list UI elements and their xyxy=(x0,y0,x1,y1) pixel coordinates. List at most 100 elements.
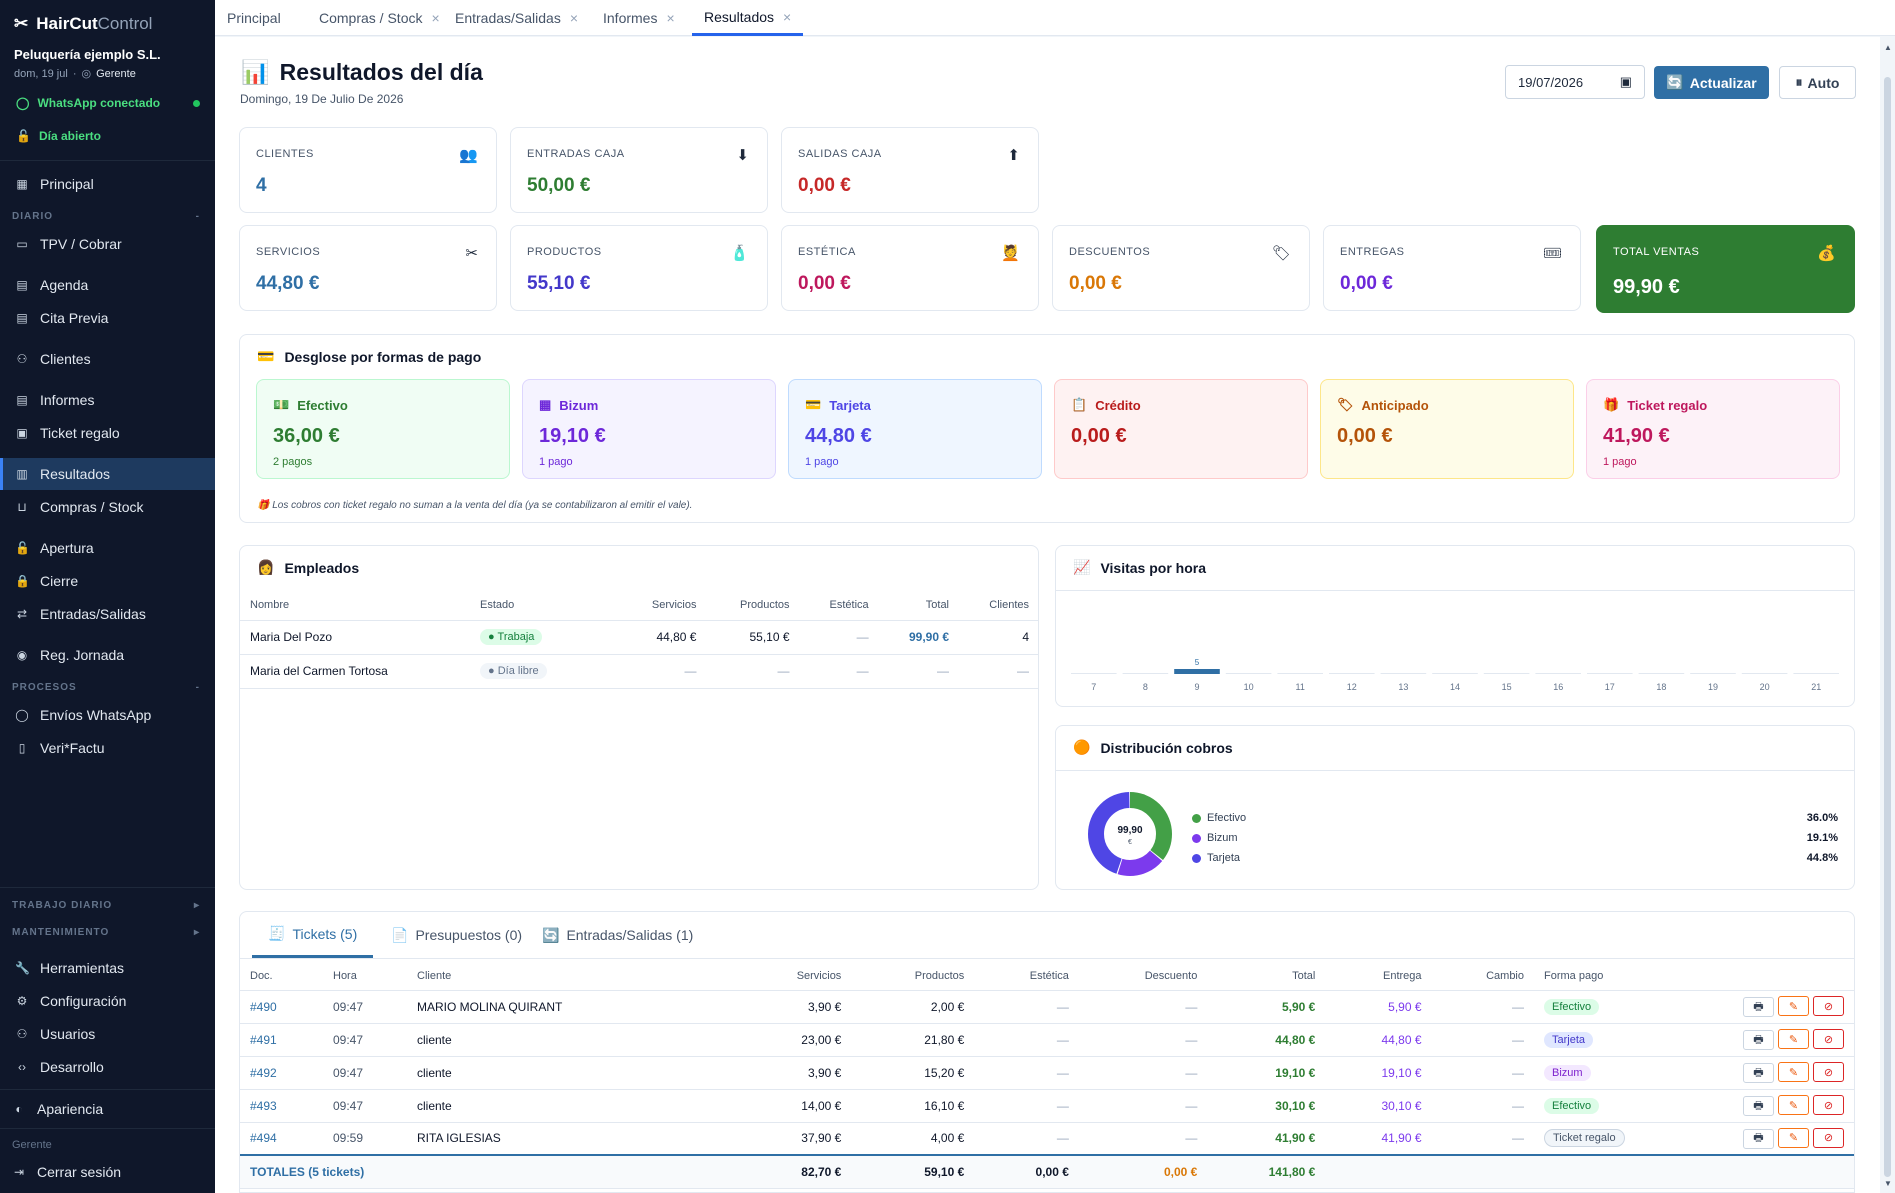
bar-8[interactable] xyxy=(1122,673,1169,674)
tab-tickets[interactable]: 🧾 Tickets (5) xyxy=(252,912,374,958)
table-row[interactable]: Maria del Carmen Tortosa ● Día libre — —… xyxy=(240,654,1039,689)
doc-link[interactable]: #492 xyxy=(240,1056,323,1090)
payment-cell: Efectivo xyxy=(1534,990,1684,1024)
tab-entradas-salidas[interactable]: Entradas/Salidas × xyxy=(443,0,590,36)
refresh-button[interactable]: 🔄 Actualizar xyxy=(1654,66,1769,99)
table-row[interactable]: #491 09:47 cliente 23,00 €21,80 € — —44,80 €4… xyxy=(240,1023,1854,1057)
table-row[interactable]: #490 09:47 MARIO MOLINA QUIRANT 3,90 €2,00 … xyxy=(240,990,1854,1024)
bar-16[interactable] xyxy=(1535,673,1581,674)
nav-cierre[interactable]: 🔒 Cierre xyxy=(0,565,215,597)
nav-configuracion[interactable]: ⚙ Configuración xyxy=(0,985,215,1017)
tab-informes[interactable]: Informes × xyxy=(591,0,687,36)
nav-principal[interactable]: ▦ Principal xyxy=(0,168,215,200)
close-icon[interactable]: × xyxy=(431,10,440,26)
calendar-icon[interactable]: ▣ xyxy=(1619,74,1632,89)
cancel-button[interactable]: ⊘ xyxy=(1813,1127,1844,1148)
print-button[interactable]: 🖶 xyxy=(1743,1128,1774,1149)
bar-12[interactable] xyxy=(1329,673,1375,674)
nav-agenda[interactable]: ▤ Agenda xyxy=(0,269,215,301)
cell: 2,00 € xyxy=(851,990,975,1024)
section-diario[interactable]: DIARIO - xyxy=(12,211,200,222)
table-row[interactable]: #494 09:59 RITA IGLESIAS 37,90 €4,00 € — —41,… xyxy=(240,1122,1854,1156)
tab-entradas-salidas-sub[interactable]: 🔄 Entradas/Salidas (1) xyxy=(542,912,693,958)
cancel-button[interactable]: ⊘ xyxy=(1813,1095,1844,1115)
doc-link[interactable]: #490 xyxy=(240,990,323,1024)
section-mantenimiento[interactable]: MANTENIMIENTO ▸ xyxy=(12,927,200,938)
nav-ticket-regalo[interactable]: ▣ Ticket regalo xyxy=(0,417,215,449)
section-trabajo-diario[interactable]: TRABAJO DIARIO ▸ xyxy=(12,900,200,911)
bar-13[interactable] xyxy=(1380,673,1427,674)
scrollbar-thumb[interactable] xyxy=(1884,77,1891,1177)
cell: 82,70 € xyxy=(737,1154,852,1189)
bar-15[interactable] xyxy=(1483,673,1530,674)
close-icon[interactable]: × xyxy=(783,8,792,25)
visits-chart: 7 8 9 5 10 11 12 13 14 15 16 17 18 19 20 21 xyxy=(1071,658,1839,692)
donut-slice-bizum[interactable] xyxy=(1088,792,1172,876)
nav-envios-whatsapp[interactable]: ◯ Envíos WhatsApp xyxy=(0,699,215,731)
scrollbar[interactable]: ▲ ▼ xyxy=(1880,37,1895,1193)
cancel-button[interactable]: ⊘ xyxy=(1813,1062,1844,1082)
bar-7[interactable] xyxy=(1071,673,1117,674)
print-button[interactable]: 🖶 xyxy=(1743,1063,1774,1083)
close-icon[interactable]: × xyxy=(569,10,579,26)
tab-compras-stock[interactable]: Compras / Stock × xyxy=(307,0,452,36)
bar-18[interactable] xyxy=(1638,673,1685,674)
bar-17[interactable] xyxy=(1587,673,1633,674)
nav-apariencia[interactable]: ◐ Apariencia xyxy=(0,1093,215,1125)
date-picker[interactable]: 19/07/2026 ▣ xyxy=(1505,65,1645,99)
cancel-button[interactable]: ⊘ xyxy=(1813,996,1844,1016)
nav-apertura[interactable]: 🔓 Apertura xyxy=(0,532,215,564)
bar-9[interactable] xyxy=(1174,669,1220,674)
doc-link[interactable]: #494 xyxy=(240,1122,323,1156)
doc-link[interactable]: #491 xyxy=(240,1023,323,1057)
table-row[interactable]: #493 09:47 cliente 14,00 €16,10 € — —30,10 €3… xyxy=(240,1089,1854,1123)
edit-button[interactable]: ✎ xyxy=(1778,1062,1809,1082)
bar-20[interactable] xyxy=(1741,673,1788,674)
nav-compras-stock[interactable]: ⊔ Compras / Stock xyxy=(0,491,215,523)
tab-principal[interactable]: Principal xyxy=(215,0,293,36)
nav-tpv[interactable]: ▭ TPV / Cobrar xyxy=(0,228,215,260)
section-procesos[interactable]: PROCESOS - xyxy=(12,682,200,693)
day-open-status[interactable]: 🔓 Día abierto xyxy=(16,129,101,143)
nav-usuarios[interactable]: ⚇ Usuarios xyxy=(0,1018,215,1050)
edit-button[interactable]: ✎ xyxy=(1778,996,1809,1016)
print-button[interactable]: 🖶 xyxy=(1743,1030,1774,1050)
kpi-label: PRODUCTOS xyxy=(527,246,602,258)
logout-button[interactable]: ⇥ Cerrar sesión xyxy=(0,1156,215,1188)
table-row[interactable]: Maria Del Pozo ● Trabaja 44,80 € 55,10 €… xyxy=(240,620,1039,655)
nav-herramientas[interactable]: 🔧 Herramientas xyxy=(0,952,215,984)
nav-verifactu[interactable]: ▯ Veri*Factu xyxy=(0,732,215,764)
bar-10[interactable] xyxy=(1225,673,1272,674)
cell: — xyxy=(1431,1023,1534,1057)
scroll-down-icon[interactable]: ▼ xyxy=(1884,1179,1892,1188)
bar-21[interactable] xyxy=(1793,673,1839,674)
cancel-button[interactable]: ⊘ xyxy=(1813,1029,1844,1049)
whatsapp-status[interactable]: ◯ WhatsApp conectado xyxy=(16,96,200,110)
tab-resultados[interactable]: Resultados × xyxy=(692,0,804,36)
col-header: Hora xyxy=(323,962,407,991)
tab-presupuestos[interactable]: 📄 Presupuestos (0) xyxy=(391,912,522,958)
bar-19[interactable] xyxy=(1690,673,1736,674)
nav-entradas-salidas[interactable]: ⇄ Entradas/Salidas xyxy=(0,598,215,630)
app-logo[interactable]: ✂ HairCutControl xyxy=(14,14,152,34)
print-button[interactable]: 🖶 xyxy=(1743,1096,1774,1116)
nav-clientes[interactable]: ⚇ Clientes xyxy=(0,343,215,375)
nav-desarrollo[interactable]: ‹› Desarrollo xyxy=(0,1051,215,1083)
doc-link[interactable]: #493 xyxy=(240,1089,323,1123)
nav-cita-previa[interactable]: ▤ Cita Previa xyxy=(0,302,215,334)
bar-11[interactable] xyxy=(1277,673,1323,674)
close-icon[interactable]: × xyxy=(666,10,675,26)
table-row[interactable]: #492 09:47 cliente 3,90 €15,20 € — —19,10 €19… xyxy=(240,1056,1854,1090)
print-button[interactable]: 🖶 xyxy=(1743,997,1774,1017)
scroll-up-icon[interactable]: ▲ xyxy=(1884,43,1892,52)
auto-button[interactable]: ⏸ Auto xyxy=(1779,66,1856,99)
nav-reg-jornada[interactable]: ◉ Reg. Jornada xyxy=(0,639,215,671)
bar-14[interactable] xyxy=(1432,673,1478,674)
donut-slice-efectivo[interactable] xyxy=(1088,792,1172,876)
edit-button[interactable]: ✎ xyxy=(1778,1127,1809,1148)
nav-informes[interactable]: ▤ Informes xyxy=(0,384,215,416)
edit-button[interactable]: ✎ xyxy=(1778,1029,1809,1049)
donut-slice-tarjeta[interactable] xyxy=(1088,792,1172,876)
edit-button[interactable]: ✎ xyxy=(1778,1095,1809,1115)
nav-resultados[interactable]: ▥ Resultados xyxy=(0,458,215,490)
